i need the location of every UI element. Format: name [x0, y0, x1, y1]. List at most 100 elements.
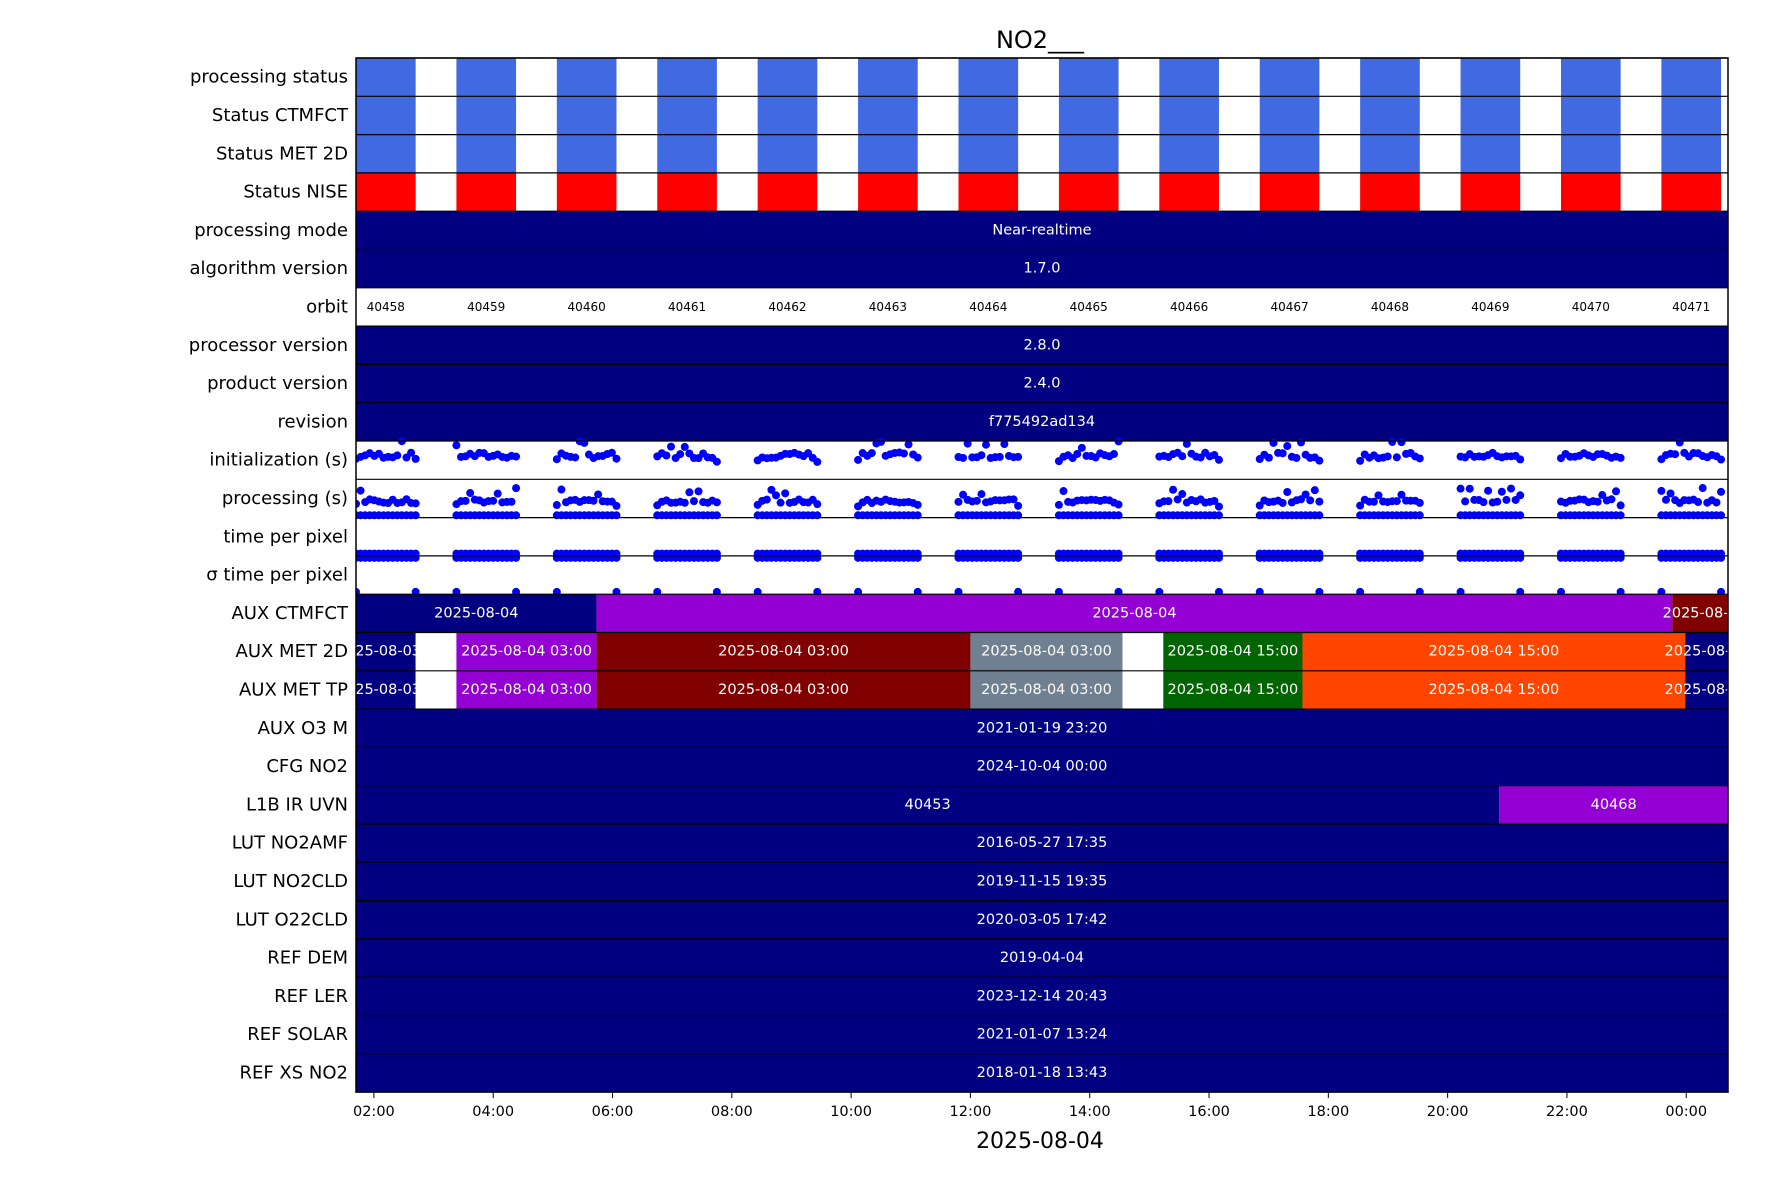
x-tick-label: 04:00 — [472, 1104, 514, 1120]
segment — [596, 632, 971, 671]
scatter-point — [1283, 487, 1292, 496]
x-tick-label: 18:00 — [1307, 1104, 1349, 1120]
status-bar — [657, 134, 717, 173]
scatter-point — [507, 497, 516, 506]
segment-label: 2025-08-04 03:00 — [461, 682, 592, 698]
orbit-label: 40471 — [1672, 300, 1710, 314]
orbit-label: 40466 — [1170, 300, 1208, 314]
scatter-point — [571, 453, 580, 462]
scatter-point — [1114, 553, 1123, 562]
segment — [1672, 594, 1728, 633]
scatter-point — [356, 499, 360, 508]
scatter-point — [580, 438, 589, 447]
segment-label: 2023-12-14 20:43 — [977, 988, 1108, 1004]
scatter-point — [1278, 449, 1287, 458]
scatter-point — [1383, 452, 1392, 461]
segment — [356, 824, 1728, 863]
scatter-point — [1178, 490, 1187, 499]
scatter-point — [557, 485, 566, 494]
segment-label: 2025-08-04 15:00 — [1168, 644, 1299, 660]
scatter-point — [813, 500, 822, 509]
status-bar — [1661, 96, 1722, 135]
segment — [356, 938, 1728, 978]
scatter-point — [767, 485, 776, 494]
segment — [1302, 670, 1686, 710]
segment — [356, 249, 1728, 288]
scatter-point — [1694, 498, 1703, 507]
status-bar — [1360, 172, 1420, 212]
scatter-point — [762, 495, 771, 504]
row-label: processor version — [189, 335, 348, 356]
segment — [456, 670, 597, 710]
segment — [415, 670, 457, 710]
status-bar — [757, 58, 818, 97]
scatter-point — [552, 455, 561, 464]
status-bar — [757, 172, 818, 212]
scatter-point — [1479, 498, 1488, 507]
orbit-label: 40459 — [467, 300, 505, 314]
scatter-point — [1507, 484, 1516, 493]
segment-label: 2025-08-04 — [1092, 605, 1176, 621]
status-bar — [1460, 58, 1521, 97]
row-label: REF LER — [274, 986, 348, 1007]
status-bar — [1058, 172, 1119, 212]
orbit-label: 40458 — [367, 300, 405, 314]
scatter-point — [356, 486, 365, 495]
segment-label: 40453 — [905, 797, 951, 813]
scatter-point — [1388, 437, 1397, 446]
status-bar — [1560, 58, 1621, 97]
segment — [356, 1053, 1728, 1093]
row-label: REF XS NO2 — [239, 1062, 348, 1083]
status-bar — [456, 96, 517, 135]
scatter-point — [407, 448, 416, 457]
orbit-label: 40462 — [768, 300, 806, 314]
segment-label: f775492ad134 — [989, 414, 1095, 430]
segment-label: 2025-08-04 — [1664, 682, 1748, 698]
segment-label: 2018-01-18 13:43 — [977, 1065, 1108, 1081]
scatter-point — [781, 489, 790, 498]
scatter-point — [612, 553, 621, 562]
orbit-label: 40461 — [668, 300, 706, 314]
scatter-point — [1717, 553, 1726, 562]
status-bar — [757, 134, 818, 173]
segment-label: 1.7.0 — [1024, 261, 1061, 277]
scatter-point — [954, 497, 963, 506]
row-label: CFG NO2 — [266, 756, 348, 777]
status-bar — [1560, 172, 1621, 212]
status-bar — [1360, 58, 1420, 97]
scatter-point — [662, 451, 671, 460]
x-tick-label: 08:00 — [711, 1104, 753, 1120]
orbit-label: 40469 — [1471, 300, 1509, 314]
segment-label: 2025-08-0 — [1663, 605, 1738, 621]
scatter-point — [1666, 489, 1675, 498]
scatter-point — [1173, 495, 1182, 504]
segment-label: 40468 — [1591, 797, 1637, 813]
status-bar — [1460, 134, 1521, 173]
status-bar — [1460, 96, 1521, 135]
status-bar — [1360, 134, 1420, 173]
status-bar — [1360, 96, 1420, 135]
scatter-point — [1014, 452, 1023, 461]
status-bar — [1159, 58, 1219, 97]
row-label: LUT NO2AMF — [232, 833, 348, 854]
scatter-point — [877, 437, 886, 446]
scatter-point — [689, 497, 698, 506]
row-label: LUT O22CLD — [235, 909, 348, 930]
status-bar — [958, 96, 1019, 135]
scatter-point — [1374, 491, 1383, 500]
scatter-point — [461, 496, 470, 505]
x-tick-label: 22:00 — [1546, 1104, 1588, 1120]
scatter-point — [589, 496, 598, 505]
segment — [356, 1015, 1728, 1054]
status-bar — [1058, 96, 1119, 135]
segment — [415, 632, 457, 671]
status-bar — [1159, 172, 1219, 212]
scatter-point — [1182, 439, 1191, 448]
scatter-point — [1014, 501, 1023, 510]
segment — [1499, 785, 1728, 824]
x-tick-label: 10:00 — [830, 1104, 872, 1120]
scatter-point — [1292, 453, 1301, 462]
row-label: LUT NO2CLD — [233, 871, 348, 892]
status-bar — [657, 172, 717, 212]
